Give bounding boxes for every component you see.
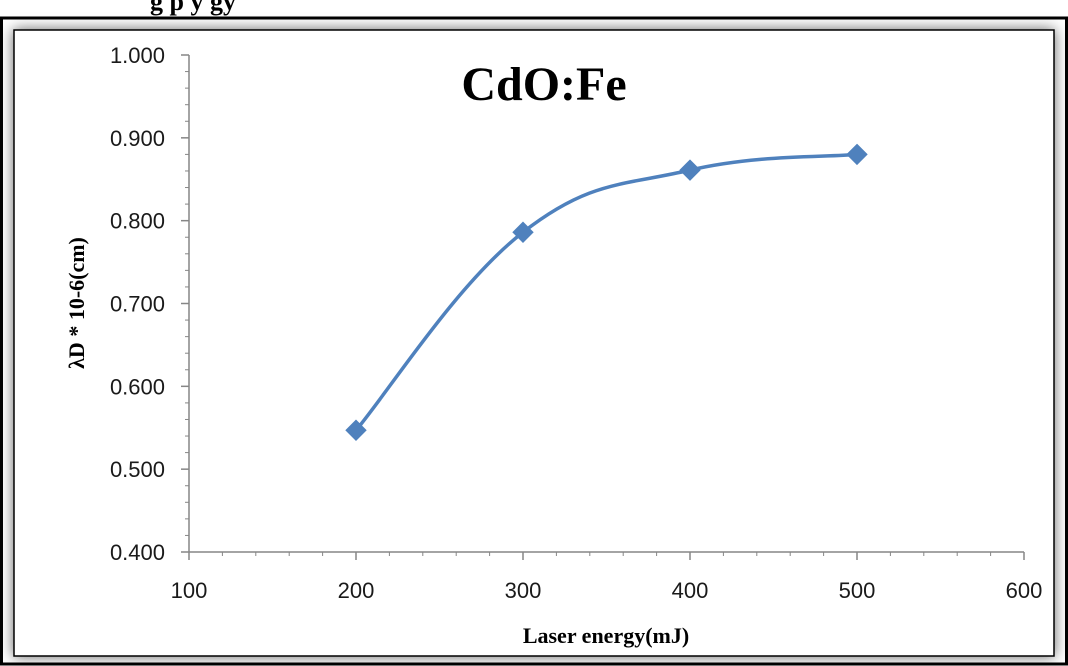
x-minor-ticks — [221, 552, 992, 556]
x-tick-label: 100 — [171, 578, 208, 603]
y-tick-label: 0.400 — [110, 540, 165, 565]
data-point-marker — [679, 159, 701, 181]
y-tick-label: 0.800 — [110, 209, 165, 234]
x-tick-label: 500 — [839, 578, 876, 603]
data-point-marker — [345, 419, 367, 441]
series-markers — [345, 143, 868, 441]
y-tick-label: 0.600 — [110, 374, 165, 399]
y-tick-label: 0.900 — [110, 126, 165, 151]
x-tick-label: 600 — [1006, 578, 1043, 603]
y-tick-label: 0.700 — [110, 292, 165, 317]
data-point-marker — [512, 221, 534, 243]
x-axis-ticks: 100 200 300 400 500 600 — [171, 552, 1043, 603]
x-axis-title: Laser energy(mJ) — [523, 623, 689, 648]
y-minor-ticks — [185, 71, 189, 536]
chart-title: CdO:Fe — [461, 58, 626, 111]
x-tick-label: 200 — [338, 578, 375, 603]
x-tick-label: 300 — [505, 578, 542, 603]
y-tick-label: 0.500 — [110, 457, 165, 482]
x-tick-label: 400 — [672, 578, 709, 603]
data-point-marker — [846, 143, 868, 166]
outer-border — [0, 16, 1068, 666]
series-line — [354, 152, 858, 432]
figure-caption: g p y gy — [150, 0, 236, 16]
y-axis-title: λD * 10-6(cm) — [64, 237, 89, 369]
chart-area-frame — [13, 29, 1055, 657]
y-tick-label: 1.000 — [110, 43, 165, 68]
y-axis-ticks: 0.400 0.500 0.600 0.700 0.800 0.900 1.000 — [110, 43, 189, 565]
